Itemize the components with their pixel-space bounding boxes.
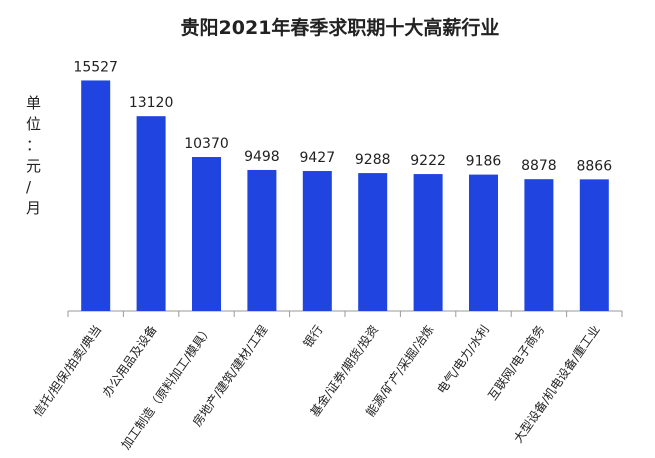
y-label-char: ： (26, 136, 41, 154)
category-label: 银行 (301, 323, 326, 351)
category-label-group: 信托/担保/拍卖/典当办公用品及设备加工制造（原料加工/模具）房地产/建筑/建材… (30, 322, 603, 452)
value-label-group: 15527 13120 10370 9498 9427 9288 9222 9186 8878 8… (73, 59, 612, 174)
bar (192, 157, 221, 311)
y-axis-label: 单 位 ： 元 / 月 (26, 94, 41, 217)
data-label: 15527 (73, 59, 118, 75)
bar (579, 179, 609, 311)
y-label-char: 单 (26, 94, 41, 112)
data-label: 9288 (355, 152, 391, 168)
data-label: 10370 (184, 136, 229, 152)
bar (136, 116, 166, 311)
category-label: 信托/担保/拍卖/典当 (30, 322, 104, 419)
data-label: 8878 (521, 158, 557, 174)
y-label-char: 元 (26, 157, 41, 175)
bar (524, 179, 554, 311)
bar (358, 173, 388, 311)
data-label: 8866 (576, 158, 612, 174)
category-label: 电气/电力/水利 (434, 322, 492, 396)
bar-group (81, 80, 609, 312)
data-label: 9186 (466, 154, 502, 170)
bar (247, 169, 277, 311)
data-label: 13120 (129, 95, 174, 111)
category-label: 加工制造（原料加工/模具） (119, 323, 215, 452)
category-label: 互联网/电子商务 (485, 322, 548, 403)
data-label: 9222 (410, 153, 446, 169)
y-label-char: / (26, 178, 32, 196)
data-label: 9498 (244, 149, 280, 165)
y-label-char: 位 (26, 115, 41, 133)
data-label: 9427 (299, 150, 335, 166)
bar (302, 171, 332, 311)
y-label-char: 月 (26, 199, 41, 217)
tick-group (67, 311, 623, 317)
bar (81, 80, 111, 312)
category-label: 办公用品及设备 (99, 322, 159, 399)
bar (413, 174, 443, 311)
bar (469, 174, 498, 311)
chart-title: 贵阳2021年春季求职期十大高薪行业 (181, 16, 500, 39)
